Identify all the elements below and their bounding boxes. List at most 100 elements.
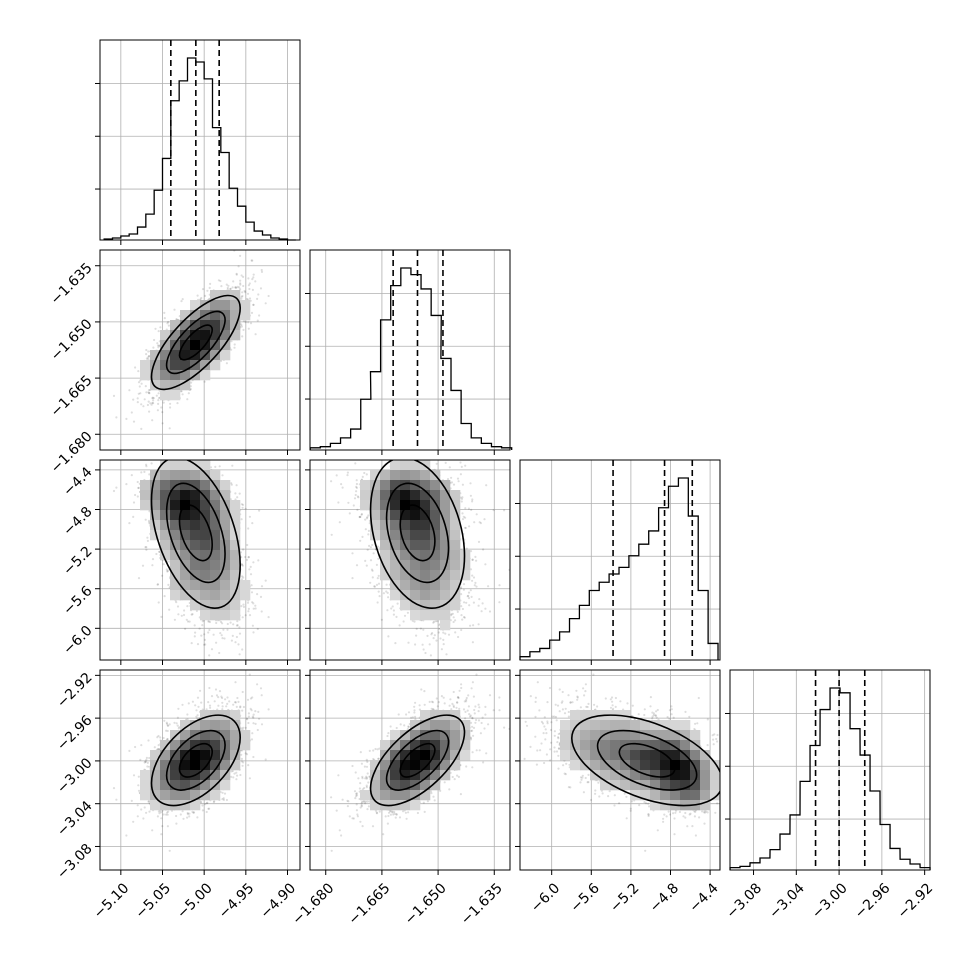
sample-point xyxy=(232,623,235,626)
sample-point xyxy=(136,480,139,484)
sample-point xyxy=(190,381,193,384)
sample-point xyxy=(137,486,140,489)
sample-point xyxy=(175,318,178,321)
density-cell xyxy=(220,330,231,341)
density-cell xyxy=(240,310,251,321)
sample-point xyxy=(235,635,238,639)
sample-point xyxy=(267,616,270,619)
density-cell xyxy=(180,340,191,351)
sample-point xyxy=(196,643,200,646)
density-cell xyxy=(170,390,181,401)
sample-point xyxy=(150,403,153,406)
density-cell xyxy=(170,340,181,351)
sample-point xyxy=(151,401,154,405)
sample-point xyxy=(219,620,223,624)
sample-point xyxy=(151,396,154,399)
sample-point xyxy=(230,639,233,642)
density-cell xyxy=(180,320,191,331)
sample-point xyxy=(141,564,145,567)
sample-point xyxy=(175,601,178,604)
sample-point xyxy=(132,501,136,504)
sample-point xyxy=(169,406,172,409)
sample-point xyxy=(251,259,254,262)
density-cell xyxy=(220,350,231,361)
sample-point xyxy=(256,297,259,300)
sample-point xyxy=(257,559,260,562)
sample-point xyxy=(132,515,135,519)
sample-point xyxy=(166,569,169,573)
sample-point xyxy=(146,539,149,543)
sample-point xyxy=(148,391,151,395)
sample-point xyxy=(165,568,168,571)
sample-point xyxy=(252,273,255,276)
sample-point xyxy=(186,620,190,623)
density-cell xyxy=(180,380,191,391)
density-cell xyxy=(140,360,151,371)
density-cell xyxy=(160,330,171,341)
sample-point xyxy=(159,326,162,329)
sample-point xyxy=(249,573,253,576)
sample-point xyxy=(251,288,254,291)
sample-point xyxy=(137,486,140,490)
sample-point xyxy=(212,633,215,636)
sample-point xyxy=(148,473,151,476)
sample-point xyxy=(256,627,259,631)
sample-point xyxy=(247,607,250,611)
sample-point xyxy=(201,624,204,627)
sample-point xyxy=(140,382,143,385)
density-cell xyxy=(200,370,211,381)
sample-point xyxy=(140,471,143,474)
sample-point xyxy=(264,579,267,582)
sample-point xyxy=(238,632,242,635)
sample-point xyxy=(242,548,245,551)
sample-point xyxy=(147,519,151,523)
sample-point xyxy=(137,392,140,395)
sample-point xyxy=(234,641,237,644)
sample-point xyxy=(143,470,146,473)
sample-point xyxy=(147,350,150,353)
sample-point xyxy=(157,399,160,402)
sample-point xyxy=(136,397,139,400)
sample-point xyxy=(200,634,203,637)
sample-point xyxy=(209,282,212,285)
sample-point xyxy=(240,274,243,277)
sample-point xyxy=(151,564,154,567)
sample-point xyxy=(239,254,242,257)
sample-point xyxy=(245,297,249,301)
sample-point xyxy=(251,601,254,604)
sample-point xyxy=(235,484,238,487)
sample-point xyxy=(247,610,250,613)
sample-point xyxy=(233,343,236,346)
sample-point xyxy=(234,492,237,495)
sample-point xyxy=(167,320,170,324)
sample-point xyxy=(238,492,241,495)
sample-point xyxy=(250,311,254,314)
density-cell xyxy=(180,350,191,361)
sample-point xyxy=(163,311,166,314)
sample-point xyxy=(240,518,243,521)
sample-point xyxy=(167,324,170,327)
sample-point xyxy=(249,322,253,325)
sample-point xyxy=(240,325,243,328)
sample-point xyxy=(258,314,261,317)
sample-point xyxy=(226,622,229,626)
density-cell xyxy=(200,330,211,341)
sample-point xyxy=(219,279,222,283)
sample-point xyxy=(246,601,250,604)
sample-point xyxy=(254,604,257,607)
sample-point xyxy=(240,295,243,298)
sample-point xyxy=(256,593,259,596)
sample-point xyxy=(168,608,171,611)
sample-point xyxy=(203,643,206,646)
sample-point xyxy=(223,637,226,640)
sample-point xyxy=(200,296,203,300)
sample-point xyxy=(157,402,160,405)
sample-point xyxy=(145,465,148,468)
density-cell xyxy=(210,330,221,341)
density-cell xyxy=(190,320,201,331)
sample-point xyxy=(247,556,250,559)
sample-point xyxy=(244,614,247,617)
density-layer xyxy=(112,250,721,852)
sample-point xyxy=(225,362,228,365)
